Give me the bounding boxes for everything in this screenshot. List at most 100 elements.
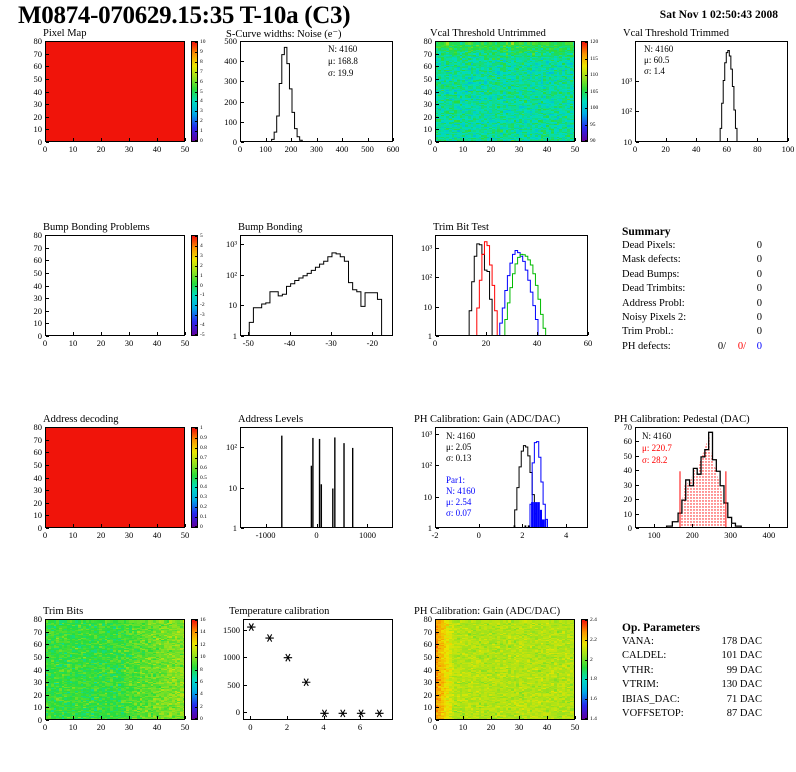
x-tick-label: 100 [647,530,661,540]
x-tick-label: 10 [68,338,78,348]
op-parameter-value: 71 DAC [726,693,762,705]
plot-area[interactable] [45,41,185,142]
summary-label: PH defects: [622,340,671,352]
x-tick [635,138,636,141]
y-tick [436,720,439,721]
plot-area[interactable] [635,41,788,142]
color-bar: 0 1 2 3 4 5 6 7 8 9 10 [191,39,206,144]
x-tick [547,138,548,141]
x-tick [129,524,130,527]
y-tick [46,707,49,709]
x-tick-label: 0 [432,338,438,348]
color-bar-label: -5 [200,332,205,338]
y-tick [46,694,49,696]
y-tick [636,513,639,515]
color-bar-label: 2 [200,262,203,269]
panel-title: Address decoding [43,414,119,425]
panel-vcal-threshold-trimmed: Vcal Threshold Trimmed N: 4160 μ: 60.5 σ… [608,28,794,158]
plot-area[interactable] [240,427,393,528]
x-tick [129,138,130,141]
plot-area[interactable] [243,619,393,720]
plot-area[interactable] [435,41,575,142]
plot-area[interactable] [45,235,185,336]
x-tick-label: 10 [458,722,468,732]
color-bar-label: 8 [200,666,203,673]
panel-title: PH Calibration: Gain (ADC/DAC) [414,414,561,425]
panel-title: Pixel Map [43,28,87,39]
color-bar-tick [195,295,197,297]
y-tick-label: 100 [224,116,237,127]
color-bar-label: -1 [200,292,205,299]
x-tick [45,332,46,335]
color-bar-label: -3 [200,312,205,319]
plot-area[interactable] [435,427,588,528]
x-tick-label: 10 [458,144,468,154]
color-bar-label: 0.1 [200,514,207,521]
plot-area[interactable] [45,619,185,720]
y-tick [46,323,49,325]
summary-label: Mask defects: [622,254,681,266]
y-tick-label: 40 [33,472,43,483]
y-tick-label: 10 [33,124,43,135]
x-tick-label: 2 [520,530,525,540]
summary-row: Trim Probl.: 0 [622,326,787,340]
plot-area[interactable] [435,235,588,336]
heatmap-canvas [46,42,184,141]
x-tick-label: 0 [432,722,438,732]
y-tick [436,434,439,436]
y-tick-label: 50 [423,651,433,662]
y-tick-label: 60 [33,447,43,458]
x-tick-label: 50 [180,338,190,348]
color-bar-tick [195,694,197,696]
x-tick [588,332,589,335]
x-tick [654,524,656,527]
panel-ph-gain-map: PH Calibration: Gain (ADC/DAC) 1.4 1.6 1.8… [408,606,597,736]
x-tick [45,716,46,719]
x-tick [248,332,250,335]
y-tick [636,80,639,82]
color-bar-label: 3 [200,108,203,115]
plot-area[interactable] [635,427,788,528]
x-tick-label: -40 [283,338,296,348]
y-tick [241,41,244,42]
plot-area[interactable] [45,427,185,528]
color-bar-label: 100 [590,105,599,111]
y-tick-label: 10³ [620,75,632,86]
x-tick-label: 80 [753,144,762,154]
y-tick-label: 0 [232,137,237,147]
y-tick-label: 0 [627,523,632,533]
y-tick [436,656,439,658]
y-tick-label: 40 [33,280,43,291]
y-tick [46,515,49,517]
color-bar-tick [195,487,197,489]
y-tick [46,285,49,287]
color-bar-label: 5 [200,233,203,239]
plot-area[interactable] [240,235,393,336]
y-tick [636,111,639,113]
panel-title: PH Calibration: Gain (ADC/DAC) [414,606,561,617]
x-tick-label: 20 [96,722,106,732]
panel-title: Trim Bit Test [433,222,489,233]
x-tick [73,138,74,141]
color-bar-tick [195,477,197,479]
color-bar-tick [195,437,197,439]
color-bar-label: 1.6 [590,696,597,703]
y-tick [436,41,439,42]
y-tick [241,305,244,307]
plot-area[interactable] [435,619,575,720]
x-tick [547,716,548,719]
y-tick [241,142,244,143]
x-tick-label: 500 [361,144,374,154]
y-tick-label: 20 [33,111,43,122]
color-bar-tick [195,657,197,659]
plot-area[interactable] [240,41,393,142]
y-tick [241,244,244,246]
color-bar-label: 90 [590,138,596,144]
y-tick-label: 10 [228,482,238,493]
summary-row: Mask defects: 0 [622,254,787,268]
summary-row-ph-defects: PH defects: 0/ 0/ 0 [622,341,787,355]
x-tick [316,524,318,527]
panel-title: Vcal Threshold Untrimmed [430,28,546,39]
color-bar-label: 0.7 [200,454,207,461]
summary-label: Trim Probl.: [622,326,674,338]
